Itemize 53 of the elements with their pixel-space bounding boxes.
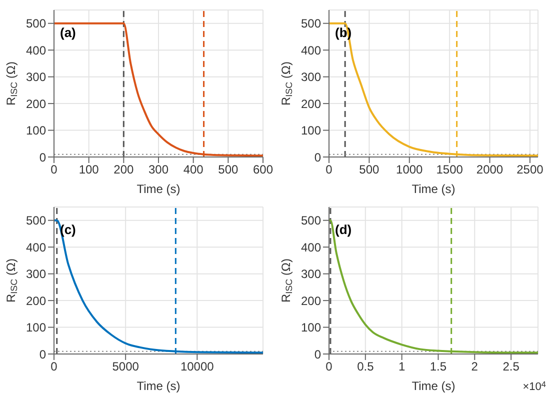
x-tick-label: 600 — [252, 162, 274, 177]
y-tick-label: 500 — [300, 214, 322, 228]
y-tick-label: 200 — [26, 96, 46, 111]
x-tick-label: 1500 — [436, 162, 464, 177]
x-tick-label: 2 — [471, 360, 478, 374]
y-tick-label: 0 — [314, 347, 322, 362]
x-tick-label: 500 — [218, 162, 238, 177]
x-tick-label: 2000 — [476, 162, 504, 177]
y-tick-label: 400 — [26, 240, 46, 254]
x-axis-title: Time (s) — [412, 379, 456, 393]
x-tick-label: 300 — [148, 162, 169, 177]
annotation: (a) — [60, 25, 76, 40]
x-tick-label: 0 — [326, 360, 333, 374]
y-tick-label: 500 — [26, 16, 46, 31]
x-axis-title: Time (s) — [412, 182, 456, 196]
x-tick-label: 100 — [78, 162, 100, 177]
x-tick-label: 1 — [398, 360, 406, 374]
y-tick-label: 100 — [26, 124, 46, 138]
x-tick-label: 5000 — [112, 360, 140, 374]
x-axis-title: Time (s) — [136, 379, 180, 393]
x-tick-label: 2500 — [516, 162, 544, 177]
y-tick-label: 300 — [26, 267, 46, 282]
y-tick-label: 300 — [300, 267, 322, 282]
annotation: (d) — [335, 222, 352, 237]
y-tick-label: 300 — [26, 70, 46, 84]
y-tick-label: 0 — [39, 347, 46, 362]
y-tick-label: 200 — [26, 294, 46, 308]
x-tick-label: 500 — [359, 162, 380, 177]
y-tick-label: 100 — [300, 320, 322, 335]
x-tick-label: 1.5 — [430, 360, 447, 374]
y-tick-label: 100 — [26, 320, 46, 335]
x-tick-label: 400 — [183, 162, 204, 177]
y-tick-label: 100 — [300, 124, 322, 138]
x-tick-label: 0 — [50, 162, 58, 177]
x-tick-label: 0 — [50, 360, 58, 374]
text: ×10$^{4}$ — [522, 380, 546, 393]
x-tick-label: 0 — [326, 162, 333, 177]
x-axis-title: Time (s) — [136, 182, 180, 196]
y-tick-label: 500 — [300, 16, 322, 31]
y-tick-label: 0 — [39, 150, 46, 164]
y-tick-label: 0 — [314, 150, 322, 164]
x-tick-label: 10000 — [180, 360, 214, 374]
y-tick-label: 300 — [300, 70, 322, 84]
x-tick-label: 2.5 — [502, 360, 520, 374]
x-tick-label: 200 — [114, 162, 134, 177]
y-tick-label: 200 — [300, 96, 322, 111]
y-tick-label: 200 — [300, 294, 322, 308]
x-tick-label: 0.5 — [357, 360, 374, 374]
y-tick-label: 500 — [26, 214, 46, 228]
x-tick-label: 1000 — [396, 162, 424, 177]
y-tick-label: 400 — [300, 240, 322, 254]
y-tick-label: 400 — [26, 43, 46, 58]
y-tick-label: 400 — [300, 43, 322, 58]
